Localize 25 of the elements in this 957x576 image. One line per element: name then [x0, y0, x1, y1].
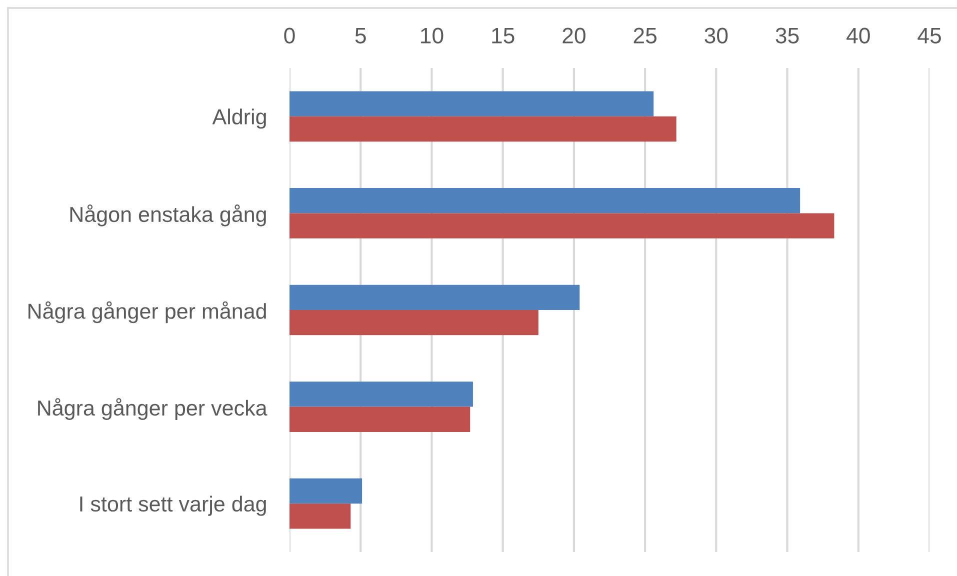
- bar: [290, 478, 362, 504]
- bar: [290, 213, 834, 238]
- bar: [290, 310, 538, 336]
- y-tick-label: Någon enstaka gång: [70, 204, 266, 226]
- y-tick-label: Aldrig: [212, 108, 266, 129]
- x-tick-label: 10: [421, 28, 444, 44]
- bar: [290, 284, 580, 310]
- bar: [290, 504, 351, 529]
- bar: [290, 91, 654, 116]
- bar: [290, 406, 470, 432]
- x-tick-label: 5: [355, 28, 366, 44]
- y-tick-label: Några gånger per månad: [28, 301, 266, 324]
- x-tick-label: 0: [284, 28, 295, 44]
- y-tick-label: Några gånger per vecka: [38, 398, 268, 420]
- x-tick-label: 30: [704, 28, 728, 44]
- x-tick-label: 35: [776, 28, 799, 44]
- x-tick-label: 45: [918, 28, 941, 44]
- bar: [290, 116, 676, 142]
- x-tick-label: 25: [634, 28, 656, 44]
- y-tick-label: I stort sett varje dag: [80, 496, 266, 516]
- x-tick-label: 40: [846, 28, 870, 44]
- bar: [290, 188, 800, 214]
- x-tick-label: 20: [562, 28, 586, 44]
- bar: [290, 382, 473, 407]
- x-tick-label: 15: [492, 28, 514, 44]
